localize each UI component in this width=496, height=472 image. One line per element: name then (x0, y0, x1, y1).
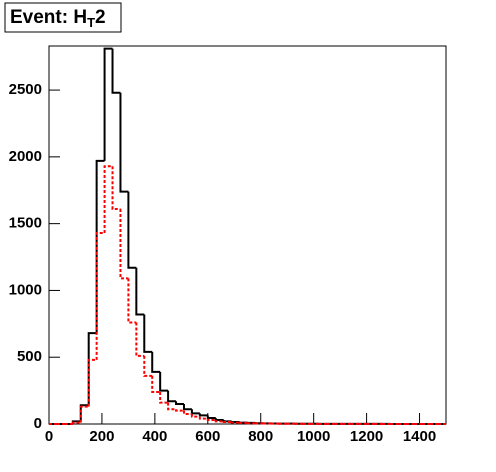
y-tick-label: 500 (17, 348, 42, 365)
x-tick-label: 0 (45, 428, 53, 445)
histogram-bin (214, 419, 224, 423)
x-tick-label: 1400 (403, 428, 436, 445)
histogram-bin (167, 402, 177, 411)
x-tick-label: 1200 (350, 428, 383, 445)
title-subscript: T (87, 15, 95, 30)
histogram-bin (214, 417, 224, 421)
histogram-bin (159, 391, 169, 404)
histogram-bin (175, 409, 184, 412)
histogram-bin (190, 409, 200, 415)
x-tick-label: 800 (248, 428, 273, 445)
title-box (4, 2, 122, 33)
histogram-bin (175, 401, 184, 405)
y-tick-label: 1000 (9, 281, 42, 298)
plot-frame (48, 45, 447, 425)
histogram-bin (119, 92, 129, 193)
histogram-bin (71, 421, 81, 424)
histogram-bin (87, 332, 97, 406)
histogram-bin (151, 351, 161, 373)
histogram-bin (79, 404, 89, 422)
histogram-bin (206, 418, 216, 421)
histogram-bin (143, 314, 153, 353)
histogram-bin (151, 375, 161, 393)
histogram-bin (182, 403, 192, 411)
histogram-bin (206, 415, 216, 419)
y-tick-label: 2000 (9, 148, 42, 165)
histogram-bin (79, 405, 89, 423)
histogram-bin (198, 413, 208, 417)
x-tick-label: 600 (195, 428, 220, 445)
x-tick-label: 400 (142, 428, 167, 445)
histogram-bin (159, 371, 169, 392)
histogram-bin (95, 159, 105, 334)
y-tick-label: 1500 (9, 215, 42, 232)
histogram-bin (222, 420, 232, 423)
histogram-bin (230, 421, 240, 424)
chart-title: Event: HT2 (10, 7, 106, 30)
histogram-bin (167, 390, 177, 403)
y-tick-label: 2500 (9, 81, 42, 98)
histogram-bin (190, 413, 200, 418)
histogram-bin (95, 231, 105, 360)
histogram-bin (135, 322, 145, 357)
x-tick-label: 200 (89, 428, 114, 445)
histogram-bin (119, 208, 129, 280)
title-main: Event: H (10, 7, 87, 28)
histogram-bin (135, 267, 145, 316)
histogram-bin (111, 48, 121, 94)
histogram-bin (103, 165, 113, 233)
y-tick-label: 0 (34, 415, 42, 432)
histogram-bin (111, 166, 121, 210)
x-tick-label: 1000 (297, 428, 330, 445)
histogram-bin (103, 47, 113, 161)
histogram-bin (87, 358, 97, 407)
histogram-bin (143, 355, 153, 377)
histogram-bin (182, 410, 192, 415)
histogram-bin (127, 191, 137, 269)
title-end: 2 (95, 7, 106, 28)
histogram-bin (198, 416, 208, 420)
histogram-bin (127, 278, 137, 324)
